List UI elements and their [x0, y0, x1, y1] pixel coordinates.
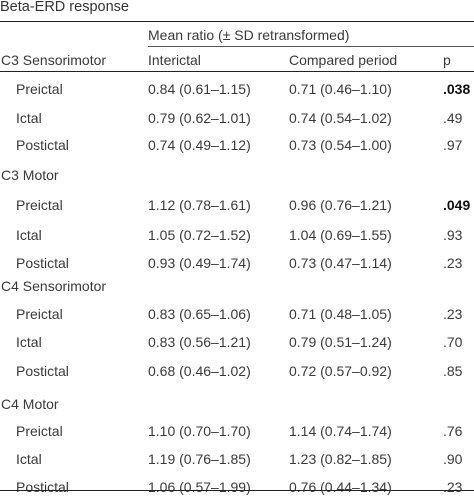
group-label: C4 Sensorimotor — [1, 278, 107, 294]
compared-value: 0.76 (0.44–1.34) — [289, 479, 392, 495]
p-value: .23 — [443, 479, 463, 495]
interictal-value: 0.83 (0.56–1.21) — [148, 334, 251, 350]
interictal-value: 0.84 (0.61–1.15) — [148, 81, 251, 97]
interictal-value: 1.10 (0.70–1.70) — [148, 423, 251, 439]
compared-value: 0.72 (0.57–0.92) — [289, 363, 392, 379]
group-label: C3 Motor — [1, 167, 59, 183]
interictal-value: 1.19 (0.76–1.85) — [148, 451, 251, 467]
compared-value: 0.73 (0.54–1.00) — [289, 137, 392, 153]
p-value: .70 — [443, 334, 463, 350]
compared-value: 0.74 (0.54–1.02) — [289, 110, 392, 126]
group-label: C4 Motor — [1, 396, 59, 412]
row-label: Postictal — [16, 479, 69, 495]
header-group: Mean ratio (± SD retransformed) — [148, 27, 350, 43]
interictal-value: 1.12 (0.78–1.61) — [148, 197, 251, 213]
row-label: Ictal — [16, 451, 42, 467]
compared-value: 1.04 (0.69–1.55) — [289, 227, 392, 243]
compared-value: 0.96 (0.76–1.21) — [289, 197, 392, 213]
p-value: .23 — [443, 306, 463, 322]
row-label: Postictal — [16, 137, 69, 153]
header-interictal: Interictal — [148, 52, 201, 68]
p-value: .23 — [443, 255, 463, 271]
bottom-rule — [0, 490, 474, 491]
compared-value: 1.14 (0.74–1.74) — [289, 423, 392, 439]
group-label: C3 Sensorimotor — [1, 52, 107, 68]
row-label: Ictal — [16, 110, 42, 126]
header-compared: Compared period — [289, 52, 398, 68]
p-value: .76 — [443, 423, 463, 439]
table-title: Beta-ERD response — [0, 0, 129, 15]
compared-value: 0.71 (0.46–1.10) — [289, 81, 392, 97]
p-value: .97 — [443, 137, 463, 153]
p-value: .93 — [443, 227, 463, 243]
row-label: Ictal — [16, 334, 42, 350]
row-label: Preictal — [16, 306, 63, 322]
interictal-value: 1.05 (0.72–1.52) — [148, 227, 251, 243]
header-rule — [0, 71, 474, 72]
row-label: Preictal — [16, 423, 63, 439]
top-rule — [0, 21, 474, 22]
p-value: .038 — [443, 81, 471, 97]
row-label: Ictal — [16, 227, 42, 243]
interictal-value: 0.93 (0.49–1.74) — [148, 255, 251, 271]
p-value: .049 — [443, 197, 471, 213]
p-value: .85 — [443, 363, 463, 379]
header-group-rule — [148, 46, 474, 47]
interictal-value: 0.74 (0.49–1.12) — [148, 137, 251, 153]
row-label: Preictal — [16, 81, 63, 97]
p-value: .90 — [443, 451, 463, 467]
interictal-value: 0.68 (0.46–1.02) — [148, 363, 251, 379]
interictal-value: 0.83 (0.65–1.06) — [148, 306, 251, 322]
interictal-value: 0.79 (0.62–1.01) — [148, 110, 251, 126]
row-label: Postictal — [16, 363, 69, 379]
p-value: .49 — [443, 110, 463, 126]
compared-value: 0.71 (0.48–1.05) — [289, 306, 392, 322]
row-label: Preictal — [16, 197, 63, 213]
header-p: p — [443, 52, 451, 68]
compared-value: 0.79 (0.51–1.24) — [289, 334, 392, 350]
compared-value: 1.23 (0.82–1.85) — [289, 451, 392, 467]
compared-value: 0.73 (0.47–1.14) — [289, 255, 392, 271]
interictal-value: 1.06 (0.57–1.99) — [148, 479, 251, 495]
row-label: Postictal — [16, 255, 69, 271]
